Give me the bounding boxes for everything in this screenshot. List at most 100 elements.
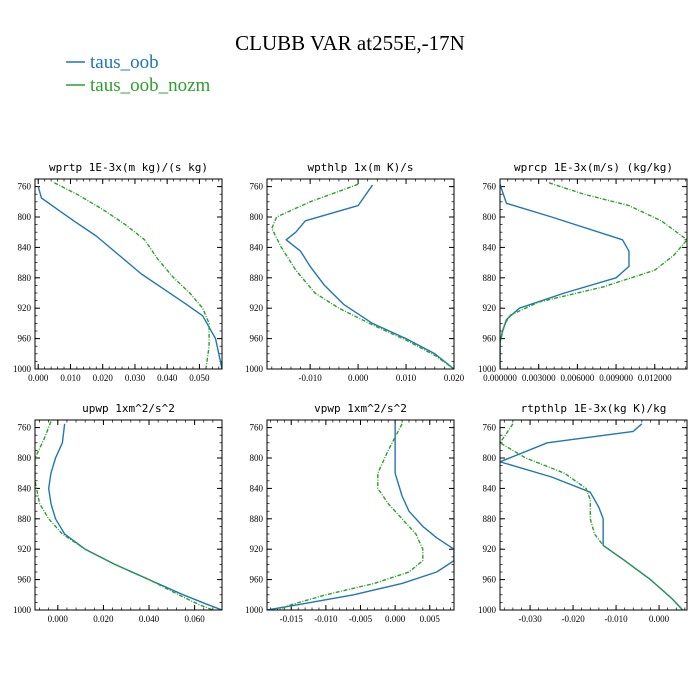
y-tick-label: 800 — [250, 212, 264, 222]
series-line-taus-oob-nozm — [277, 423, 424, 610]
series-line-taus-oob — [267, 423, 454, 610]
panel-title-wprcp: wprcp 1E-3x(m/s) (kg/kg) — [514, 161, 673, 174]
y-tick-label: 840 — [18, 483, 32, 493]
y-tick-label: 760 — [250, 182, 264, 192]
y-tick-label: 840 — [483, 242, 497, 252]
y-tick-label: 960 — [18, 334, 32, 344]
y-tick-label: 1000 — [13, 605, 32, 615]
plot-frame — [499, 419, 688, 611]
y-tick-label: 760 — [250, 423, 264, 433]
x-tick-label: 0.030 — [125, 373, 146, 383]
x-tick-label: 0.040 — [157, 373, 178, 383]
series-line-taus-oob — [37, 186, 222, 369]
x-tick-label: 0.012000 — [638, 373, 672, 383]
y-tick-label: 920 — [483, 303, 497, 313]
panel-vpwp: vpwp 1xm^2/s^2 -0.015 -0.010 -0.005 0.000 0.0… — [245, 402, 455, 624]
panel-title-wprtp: wprtp 1E-3x(m kg)/(s kg) — [49, 161, 208, 174]
y-tick-label: 960 — [483, 334, 497, 344]
plot-frame — [499, 178, 688, 370]
y-tick-label: 920 — [483, 544, 497, 554]
x-tick-label: 0.000 — [48, 614, 69, 624]
y-tick-label: 760 — [483, 182, 497, 192]
y-tick-label: 1000 — [13, 364, 32, 374]
x-tick-label: -0.010 — [604, 614, 628, 624]
y-tick-label: 760 — [18, 182, 32, 192]
panel-title-wpthlp: wpthlp 1x(m K)/s — [308, 161, 414, 174]
x-tick-label: 0.003000 — [522, 373, 556, 383]
series-line-taus-oob — [500, 184, 630, 369]
y-tick-label: 880 — [250, 514, 264, 524]
panel-wprtp: wprtp 1E-3x(m kg)/(s kg) 0.000 0.010 0.020 0… — [13, 161, 223, 383]
y-tick-label: 960 — [483, 575, 497, 585]
x-tick-label: 0.009000 — [599, 373, 633, 383]
x-tick-label: -0.010 — [299, 373, 323, 383]
y-tick-label: 880 — [18, 273, 32, 283]
legend-label-taus-oob-nozm: taus_oob_nozm — [90, 75, 211, 96]
y-tick-label: 840 — [18, 242, 32, 252]
x-tick-label: 0.005 — [420, 614, 441, 624]
y-tick-label: 960 — [250, 334, 264, 344]
x-tick-label: 0.060 — [185, 614, 206, 624]
legend-label-taus-oob: taus_oob — [90, 52, 159, 73]
y-tick-label: 800 — [483, 212, 497, 222]
y-tick-label: 1000 — [478, 605, 497, 615]
panel-rtpthlp: rtpthlp 1E-3x(kg K)/kg -0.030 -0.020 -0.010… — [478, 402, 688, 624]
y-tick-label: 920 — [250, 544, 264, 554]
series-line-taus-oob-nozm — [500, 182, 687, 369]
series-line-taus-oob-nozm — [271, 183, 454, 369]
figure-title: CLUBB VAR at255E,-17N — [235, 31, 465, 55]
panel-title-rtpthlp: rtpthlp 1E-3x(kg K)/kg — [521, 402, 667, 415]
x-tick-label: 0.000 — [348, 373, 369, 383]
y-tick-label: 800 — [18, 453, 32, 463]
x-tick-label: 0.000 — [28, 373, 49, 383]
x-tick-label: -0.020 — [561, 614, 585, 624]
y-tick-label: 1000 — [245, 605, 264, 615]
x-tick-label: 0.010 — [396, 373, 417, 383]
y-tick-label: 920 — [18, 303, 32, 313]
plot-frame — [34, 419, 223, 611]
panel-wprcp: wprcp 1E-3x(m/s) (kg/kg) 0.000000 0.003000… — [478, 161, 688, 383]
y-tick-label: 920 — [250, 303, 264, 313]
y-tick-label: 840 — [250, 483, 264, 493]
x-tick-label: 0.050 — [189, 373, 210, 383]
y-tick-label: 840 — [250, 242, 264, 252]
x-tick-label: 0.010 — [60, 373, 81, 383]
x-tick-label: 0.000 — [649, 614, 670, 624]
series-line-taus-oob — [285, 184, 454, 369]
panel-wpthlp: wpthlp 1x(m K)/s -0.010 0.000 0.010 0.020 760… — [245, 161, 465, 383]
y-tick-label: 800 — [18, 212, 32, 222]
y-tick-label: 840 — [483, 483, 497, 493]
y-tick-label: 960 — [250, 575, 264, 585]
plot-frame — [34, 178, 223, 370]
x-tick-label: 0.020 — [93, 614, 114, 624]
y-tick-label: 800 — [250, 453, 264, 463]
panel-grid: wprtp 1E-3x(m kg)/(s kg) 0.000 0.010 0.020 0… — [13, 161, 688, 624]
y-tick-label: 880 — [250, 273, 264, 283]
legend: taus_oob taus_oob_nozm — [66, 52, 211, 96]
x-tick-label: -0.010 — [314, 614, 338, 624]
x-tick-label: 0.006000 — [561, 373, 595, 383]
x-tick-label: 0.020 — [93, 373, 114, 383]
plot-frame — [266, 419, 455, 611]
series-line-taus-oob-nozm — [54, 182, 210, 369]
x-tick-label: 0.020 — [444, 373, 465, 383]
y-tick-label: 1000 — [245, 364, 264, 374]
panel-title-upwp: upwp 1xm^2/s^2 — [82, 402, 175, 415]
series-line-taus-oob — [47, 423, 222, 610]
panel-upwp: upwp 1xm^2/s^2 0.000 0.020 0.040 0.060 760 800… — [13, 402, 223, 624]
series-line-taus-oob-nozm — [500, 423, 684, 610]
x-tick-label: -0.005 — [349, 614, 373, 624]
plot-frame — [266, 178, 455, 370]
x-tick-label: 0.040 — [139, 614, 160, 624]
y-tick-label: 760 — [483, 423, 497, 433]
panel-title-vpwp: vpwp 1xm^2/s^2 — [314, 402, 407, 415]
y-tick-label: 800 — [483, 453, 497, 463]
x-tick-label: 0.000000 — [483, 373, 517, 383]
x-tick-label: -0.015 — [280, 614, 304, 624]
x-tick-label: -0.030 — [518, 614, 542, 624]
y-tick-label: 880 — [18, 514, 32, 524]
y-tick-label: 1000 — [478, 364, 497, 374]
y-tick-label: 920 — [18, 544, 32, 554]
